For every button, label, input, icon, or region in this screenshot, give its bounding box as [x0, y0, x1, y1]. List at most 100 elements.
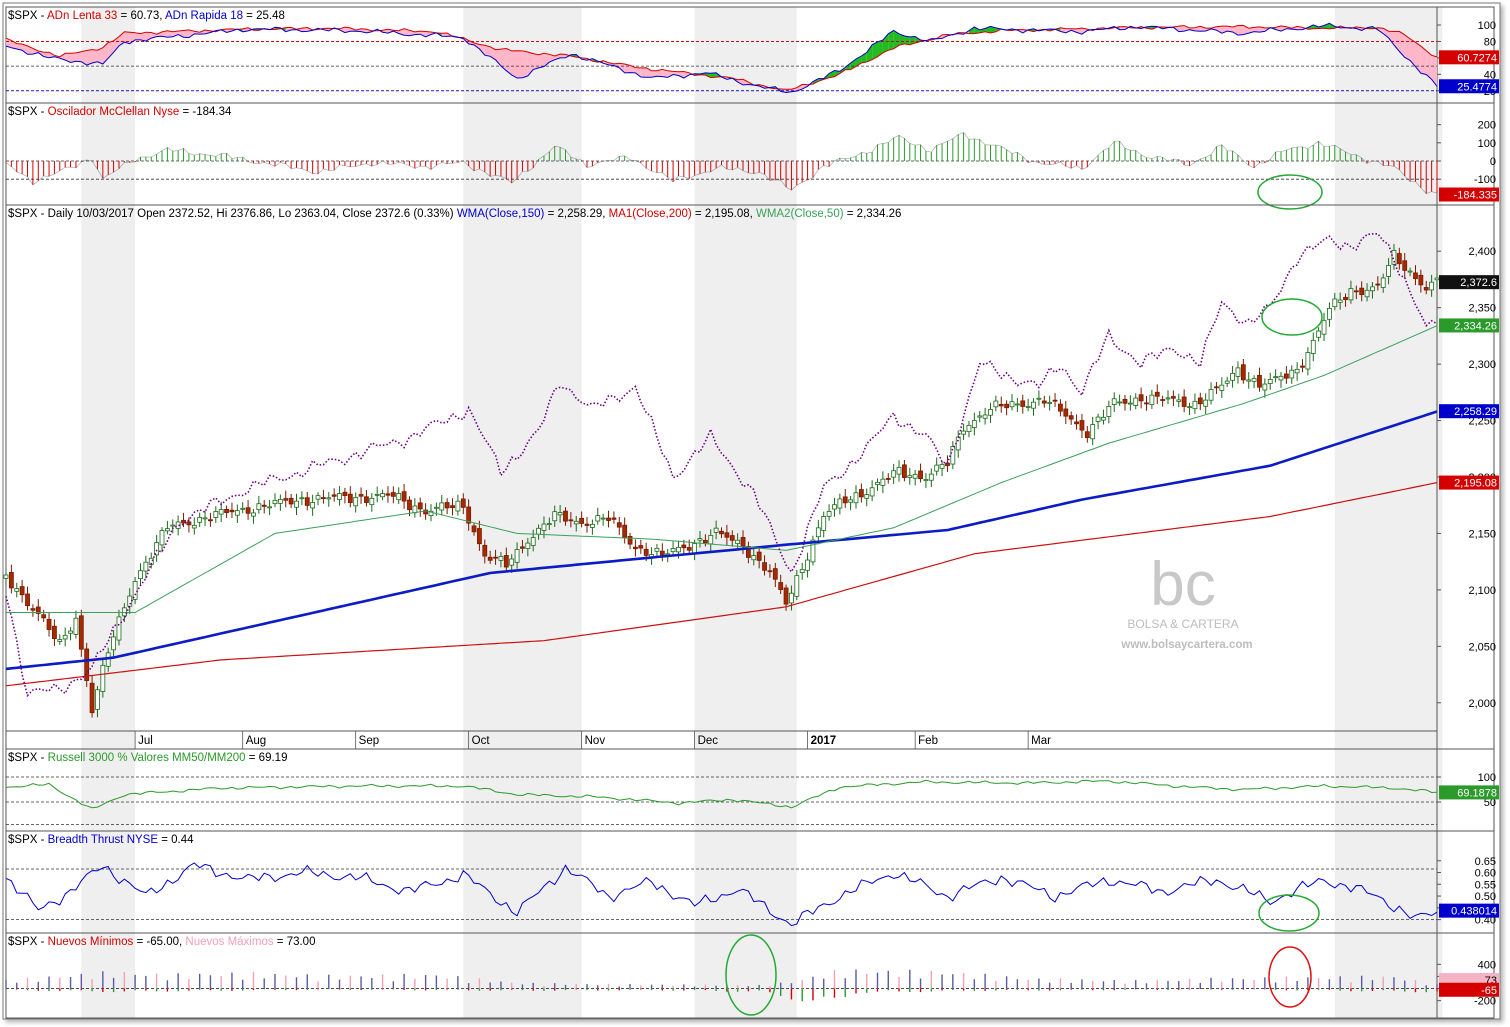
candle-body — [794, 575, 800, 597]
candle-body — [1149, 394, 1155, 405]
panel-price: $SPX - Daily 10/03/2017 Open 2372.52, Hi… — [3, 204, 1499, 750]
adn-fill — [420, 31, 426, 37]
candle-body — [686, 547, 692, 551]
candle-body — [364, 496, 369, 503]
candle-body — [729, 535, 735, 541]
value-badge-label: 69.1878 — [1457, 787, 1497, 799]
adn-fill — [829, 70, 835, 78]
value-badge-label: 60.7274 — [1457, 52, 1497, 64]
x-tick-label: Jul — [138, 735, 153, 747]
candle-body — [466, 506, 472, 524]
candle-body — [622, 524, 628, 538]
candle-body — [1165, 397, 1171, 400]
candle-body — [19, 586, 25, 596]
candle-body — [385, 493, 391, 496]
candle-body — [294, 500, 299, 508]
candle-body — [315, 495, 321, 500]
month-band — [1334, 103, 1443, 205]
candle-body — [842, 496, 848, 504]
candle-body — [41, 614, 47, 619]
candle-body — [159, 530, 165, 546]
candle-body — [993, 400, 999, 408]
value-badge-label: -65 — [1481, 985, 1497, 997]
candle-body — [1407, 270, 1413, 273]
candle-body — [213, 511, 219, 518]
candle-body — [1251, 378, 1257, 382]
watermark-name: BOLSA & CARTERA — [1127, 617, 1238, 631]
breadth-thrust-line — [5, 862, 1438, 927]
candle-body — [310, 502, 316, 509]
candle-body — [1020, 400, 1026, 407]
candle-body — [826, 511, 832, 517]
candle-body — [799, 569, 805, 574]
value-badge-label: 2,195.08 — [1454, 478, 1497, 490]
month-band — [81, 103, 136, 205]
candle-body — [224, 508, 229, 514]
candle-body — [455, 500, 461, 512]
month-band — [463, 933, 582, 1018]
adn-fill — [1259, 26, 1265, 33]
wma150-line — [5, 410, 1438, 671]
wma50-line — [6, 325, 1438, 613]
adn-fill — [619, 63, 625, 73]
adn-fill — [678, 71, 684, 78]
candle-body — [1181, 396, 1187, 407]
value-badge-label: -184.335 — [1454, 190, 1497, 202]
candle-body — [961, 430, 966, 435]
adn-fill — [522, 50, 528, 78]
adn-fill — [16, 43, 23, 51]
adn-fill — [527, 52, 534, 76]
candle-body — [1321, 319, 1327, 335]
candle-body — [358, 494, 364, 497]
candle-body — [525, 542, 531, 549]
candle-body — [1063, 408, 1069, 417]
x-tick-label: 2017 — [811, 735, 837, 747]
adn-fill — [743, 79, 749, 85]
candle-body — [988, 409, 993, 416]
candle-body — [896, 466, 902, 475]
panel-newhighs: $SPX - Nuevos Mínimos = -65.00, Nuevos M… — [5, 932, 1499, 1019]
adn-fill — [102, 42, 109, 65]
candle-body — [89, 682, 95, 714]
candle-body — [832, 504, 837, 510]
adn-fill — [904, 36, 910, 45]
adn-fill — [70, 52, 76, 63]
candle-body — [396, 493, 402, 501]
candle-body — [347, 493, 353, 503]
panel-title-part: Russell 3000 % Valores MM50/MM200 — [48, 752, 246, 764]
candle-body — [1084, 431, 1090, 439]
month-band — [694, 749, 797, 831]
candle-body — [589, 523, 595, 528]
candle-body — [321, 497, 326, 500]
candle-body — [1235, 367, 1241, 377]
candle-body — [654, 547, 660, 552]
adn-fill — [1431, 55, 1437, 87]
candle-body — [891, 470, 897, 478]
adn-fill — [1254, 26, 1260, 33]
panel-title: $SPX - Oscilador McClellan Nyse = -184.3… — [8, 106, 232, 118]
x-tick-label: Oct — [472, 735, 491, 747]
adn-fill — [1410, 38, 1416, 67]
tick-label: 100 — [1478, 20, 1496, 32]
candle-body — [1138, 394, 1144, 402]
candle-body — [78, 615, 84, 650]
panel-title-part: ADn Lenta 33 — [47, 10, 117, 22]
value-badge-label: 2,334.26 — [1454, 320, 1497, 332]
month-band — [81, 749, 136, 831]
adn-fill — [156, 31, 163, 37]
candle-body — [1332, 298, 1338, 308]
candle-body — [1413, 272, 1418, 280]
tick-label: 2,300 — [1468, 359, 1496, 371]
candle-body — [1170, 396, 1176, 399]
candle-body — [568, 519, 574, 522]
adn-fill — [613, 63, 620, 68]
adn-fill — [484, 45, 491, 57]
panel-title-part: $SPX - — [8, 936, 48, 948]
candle-body — [35, 606, 41, 614]
tick-label: 100 — [1478, 138, 1496, 150]
adn-fill — [877, 40, 883, 57]
adn-fill — [872, 41, 878, 60]
candle-body — [1391, 250, 1397, 265]
adn-fill — [888, 30, 894, 51]
adn-fill — [603, 60, 609, 65]
